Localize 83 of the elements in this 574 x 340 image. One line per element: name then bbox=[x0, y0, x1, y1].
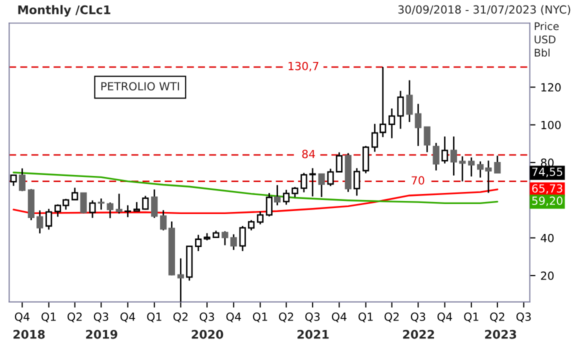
x-tick-label: Q2 bbox=[173, 312, 188, 322]
candlestick bbox=[414, 103, 422, 147]
candlestick bbox=[142, 195, 149, 210]
x-tick-label: Q1 bbox=[252, 312, 268, 322]
ref-line-label: 70 bbox=[412, 176, 424, 185]
chart-title: Monthly /CLc1 bbox=[18, 5, 110, 17]
y-tick-label: 40 bbox=[540, 234, 554, 242]
line-series bbox=[12, 188, 498, 214]
candlestick bbox=[309, 167, 316, 198]
candlestick bbox=[362, 145, 370, 174]
text: 2022 bbox=[403, 330, 434, 339]
x-tick-label: Q1 bbox=[464, 312, 478, 322]
candlestick bbox=[160, 209, 167, 232]
x-tick-label: Q3 bbox=[410, 312, 426, 322]
candlestick bbox=[432, 142, 440, 172]
candlestick bbox=[450, 136, 458, 176]
candlestick bbox=[116, 193, 122, 214]
annotation: PETROLIO WTI bbox=[101, 82, 179, 90]
candlestick bbox=[441, 136, 448, 164]
candlestick bbox=[46, 208, 52, 230]
candlestick bbox=[318, 173, 325, 198]
candlestick bbox=[300, 172, 308, 193]
text: 74,55 bbox=[532, 168, 562, 178]
text: 59,20 bbox=[532, 196, 562, 206]
candlestick bbox=[18, 168, 26, 192]
candlestick bbox=[468, 156, 475, 178]
x-tick-label: Q1 bbox=[358, 312, 373, 322]
candlestick bbox=[72, 187, 78, 201]
candlestick bbox=[388, 108, 396, 139]
x-tick-label: Q1 bbox=[42, 312, 56, 322]
text: 2020 bbox=[192, 330, 224, 339]
candlestick bbox=[222, 230, 228, 246]
x-tick-label: Q2 bbox=[278, 312, 294, 322]
candlestick bbox=[327, 168, 334, 187]
candlestick bbox=[336, 152, 342, 173]
y-tick-label: 120 bbox=[541, 83, 561, 92]
text: 2023 bbox=[485, 330, 516, 339]
y-tick-label: 100 bbox=[541, 120, 561, 130]
candlestick bbox=[494, 155, 501, 174]
text: 65,73 bbox=[532, 184, 562, 194]
x-tick-label: Q2 bbox=[68, 312, 82, 322]
x-tick-label: Q1 bbox=[147, 312, 162, 322]
candlestick bbox=[10, 174, 17, 187]
x-tick-label: Q2 bbox=[490, 312, 504, 322]
line-series bbox=[12, 172, 498, 204]
x-tick-label: Q4 bbox=[120, 312, 136, 322]
y-tick-label: 20 bbox=[541, 272, 554, 280]
ref-line-label: 84 bbox=[302, 150, 315, 158]
candlestick bbox=[239, 225, 246, 252]
candlestick bbox=[292, 186, 298, 198]
text: 2021 bbox=[298, 330, 329, 339]
x-tick-label: Q4 bbox=[226, 312, 241, 322]
candlestick bbox=[106, 202, 114, 219]
text: 2019 bbox=[86, 330, 118, 339]
x-tick-label: Q3 bbox=[305, 312, 320, 322]
candlestick bbox=[98, 198, 104, 210]
candlestick bbox=[397, 90, 404, 130]
x-tick-label: Q3 bbox=[516, 312, 531, 322]
candlestick bbox=[36, 210, 44, 234]
candlestick bbox=[256, 210, 264, 226]
candlestick bbox=[230, 234, 237, 251]
x-tick-label: Q3 bbox=[200, 312, 214, 322]
candlestick bbox=[248, 219, 255, 232]
candlestick bbox=[89, 200, 96, 219]
candlestick bbox=[354, 167, 360, 196]
candlestick bbox=[459, 156, 466, 182]
candlestick bbox=[151, 188, 158, 219]
x-tick-label: Q4 bbox=[14, 312, 30, 322]
x-tick-label: Q4 bbox=[332, 312, 346, 322]
candlestick bbox=[266, 192, 272, 218]
y-axis-title: Price USD Bbl bbox=[534, 22, 559, 57]
candlestick bbox=[80, 192, 87, 214]
candlestick bbox=[195, 234, 202, 252]
candlestick bbox=[124, 204, 132, 218]
ref-line-label: 130,7 bbox=[288, 62, 318, 72]
candlestick bbox=[282, 189, 290, 206]
text: 2018 bbox=[14, 330, 45, 339]
candlestick bbox=[424, 126, 430, 153]
x-tick-label: Q4 bbox=[437, 312, 452, 322]
x-tick-label: Q2 bbox=[384, 312, 399, 322]
x-tick-label: Q3 bbox=[94, 312, 108, 322]
candlestick bbox=[406, 80, 413, 123]
chart-subtitle: 30/09/2018 - 31/07/2023 (NYC) bbox=[398, 5, 570, 16]
